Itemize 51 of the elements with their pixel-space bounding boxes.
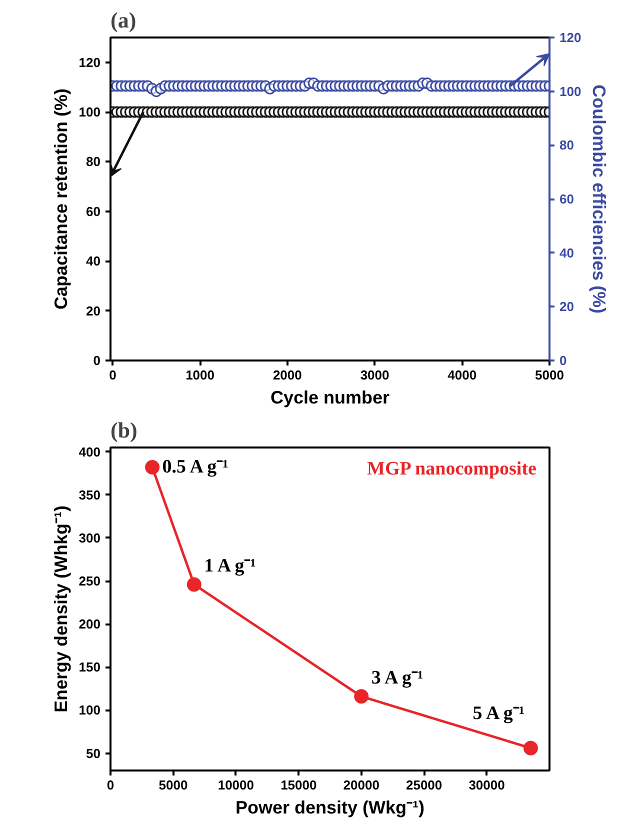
y-tick-label: 350 — [78, 487, 101, 502]
point — [186, 577, 202, 592]
annotation: 3 A g⁻¹ — [371, 667, 424, 688]
y2-tick-label: 20 — [560, 299, 574, 314]
x-axis-title: Power density (Wkg⁻¹) — [235, 798, 425, 818]
y2-tick-label: 60 — [560, 192, 574, 206]
y-tick-label: 250 — [78, 574, 101, 589]
y-tick-label: 0 — [93, 353, 101, 368]
x-tick-label: 0 — [109, 368, 116, 382]
y-tick-label: 120 — [78, 54, 101, 70]
y-tick-label: 20 — [86, 303, 101, 318]
point — [354, 689, 369, 704]
y-tick-label: 100 — [78, 702, 101, 718]
y-tick-label: 400 — [78, 444, 101, 460]
x-tick-label: 10000 — [218, 778, 254, 792]
text: MGP nanocomposite — [367, 458, 536, 480]
y-axis-title: Capacitance retention (%) — [50, 88, 71, 310]
x-tick-label: 25000 — [406, 778, 442, 792]
y2-tick-label: 80 — [560, 138, 574, 153]
y-tick-label: 300 — [78, 530, 101, 546]
y2-tick-label: 100 — [560, 84, 582, 99]
x-tick-label: 2000 — [272, 368, 302, 382]
y-tick-label: 200 — [78, 616, 101, 632]
chart-title: (a) — [110, 8, 136, 32]
y2-tick-label: 0 — [560, 353, 567, 368]
y2-tick-label: 120 — [560, 30, 582, 45]
x-tick-label: 5000 — [158, 778, 188, 792]
annotation: 1 A g⁻¹ — [204, 555, 256, 576]
y-tick-label: 40 — [86, 254, 101, 269]
y-tick-label: 150 — [78, 660, 101, 675]
point — [523, 740, 538, 756]
chart-title: (b) — [110, 418, 138, 442]
y-tick-label: 100 — [78, 104, 101, 120]
annotation: 0.5 A g⁻¹ — [162, 456, 228, 478]
point — [145, 460, 160, 475]
x-tick-label: 3000 — [360, 368, 390, 382]
y2-axis-title: Coulombic efficiencies (%) — [589, 84, 610, 314]
y-tick-label: 50 — [86, 746, 101, 761]
y-tick-label: 80 — [86, 154, 101, 170]
x-axis-title: Cycle number — [270, 388, 390, 408]
x-tick-label: 15000 — [280, 778, 317, 792]
x-tick-label: 1000 — [186, 368, 215, 382]
x-tick-label: 20000 — [343, 778, 380, 792]
y-tick-label: 60 — [86, 204, 101, 219]
x-tick-label: 5000 — [535, 368, 564, 382]
x-tick-label: 0 — [106, 778, 114, 792]
y-axis-title: Energy density (Whkg⁻¹) — [50, 505, 71, 713]
annotation: 5 A g⁻¹ — [472, 703, 525, 724]
x-tick-label: 4000 — [448, 368, 477, 382]
y2-tick-label: 40 — [560, 245, 574, 260]
x-tick-label: 30000 — [468, 778, 505, 792]
